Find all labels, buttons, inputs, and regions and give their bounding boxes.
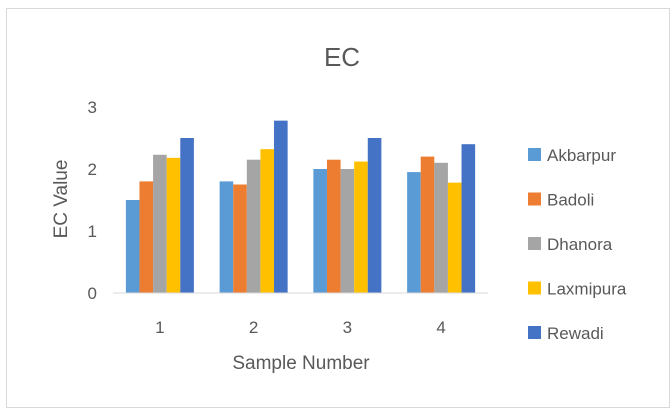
legend: Akbarpur Badoli Dhanora Laxmipura Rewadi [528,146,627,343]
bar-akbarpur-2 [219,181,234,293]
x-tick-label: 2 [249,318,258,337]
legend-label-laxmipura: Laxmipura [547,280,627,299]
bar-badoli-1 [139,181,154,293]
y-tick-label: 3 [88,98,97,117]
bar-laxmipura-4 [447,182,462,293]
legend-swatch-badoli [528,192,541,206]
x-axis-title: Sample Number [232,353,370,374]
bar-akbarpur-3 [313,169,327,293]
bar-badoli-4 [420,156,435,293]
bar-rewadi-2 [274,120,288,293]
bar-dhanora-2 [246,159,261,293]
x-tick-label: 4 [436,318,445,337]
x-tick-label: 1 [155,318,164,337]
bar-rewadi-1 [180,138,194,293]
bar-badoli-2 [233,184,247,293]
bars [125,120,476,293]
bar-laxmipura-1 [166,157,181,293]
bar-akbarpur-1 [125,200,140,293]
bar-dhanora-3 [340,169,355,293]
bar-rewadi-3 [367,138,382,293]
y-tick-label: 0 [88,284,97,303]
legend-swatch-dhanora [528,237,541,250]
y-axis-ticks: 0 1 2 3 [88,98,97,303]
bar-rewadi-4 [461,144,476,293]
legend-swatch-rewadi [528,326,541,339]
bar-dhanora-1 [153,154,167,293]
y-axis-title: EC Value [51,160,72,239]
bar-akbarpur-4 [407,172,421,293]
legend-label-badoli: Badoli [547,191,594,210]
x-tick-label: 3 [343,318,352,337]
bar-laxmipura-2 [260,149,275,293]
legend-swatch-akbarpur [528,148,541,161]
legend-label-rewadi: Rewadi [547,324,604,343]
x-axis-ticks: 1 2 3 4 [155,318,446,337]
legend-swatch-laxmipura [528,281,541,295]
chart-title: EC [324,42,360,72]
legend-label-dhanora: Dhanora [547,235,613,254]
y-tick-label: 2 [88,160,97,179]
bar-dhanora-4 [434,162,448,293]
y-tick-label: 1 [88,222,97,241]
bar-badoli-3 [326,159,341,293]
legend-label-akbarpur: Akbarpur [547,146,616,165]
bar-laxmipura-3 [354,161,368,293]
